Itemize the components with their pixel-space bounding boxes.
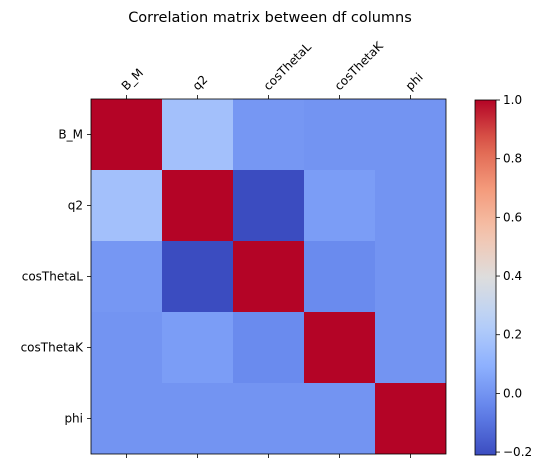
colorbar-tick-label: 0.0 bbox=[503, 386, 522, 400]
y-tick-label: cosThetaL bbox=[22, 270, 84, 284]
colorbar-tick-label: 1.0 bbox=[503, 93, 522, 107]
x-tick-label: B_M bbox=[119, 66, 146, 93]
heatmap-cell bbox=[91, 241, 162, 312]
y-tick-label: q2 bbox=[68, 199, 83, 213]
colorbar-tick-label: 0.4 bbox=[503, 269, 522, 283]
heatmap-cell bbox=[304, 99, 375, 170]
heatmap-cell bbox=[304, 241, 375, 312]
colorbar bbox=[475, 100, 496, 455]
heatmap-cell bbox=[304, 312, 375, 383]
heatmap-cell bbox=[91, 312, 162, 383]
colorbar-frame bbox=[474, 99, 497, 456]
colorbar-axis: −0.2 0.0 0.2 0.4 0.6 0.8 1.0 bbox=[496, 93, 532, 459]
heatmap-cell bbox=[91, 99, 162, 170]
colorbar-tick-label: 0.8 bbox=[503, 152, 522, 166]
heatmap-cell bbox=[162, 170, 233, 241]
heatmap-cell bbox=[233, 383, 304, 454]
heatmap-cell bbox=[162, 312, 233, 383]
heatmap-cell bbox=[304, 170, 375, 241]
chart-title: Correlation matrix between df columns bbox=[128, 10, 412, 26]
x-tick-label: cosThetaL bbox=[261, 40, 314, 93]
heatmap-cell bbox=[162, 383, 233, 454]
heatmap-cell bbox=[162, 99, 233, 170]
heatmap-cell bbox=[233, 170, 304, 241]
heatmap-cell bbox=[233, 312, 304, 383]
heatmap-cell bbox=[375, 383, 446, 454]
heatmap-cell bbox=[233, 241, 304, 312]
colorbar-tick-label: 0.6 bbox=[503, 210, 522, 224]
y-tick-label: phi bbox=[64, 412, 83, 426]
heatmap-cell bbox=[91, 170, 162, 241]
x-tick-label: q2 bbox=[190, 72, 211, 93]
heatmap-cell bbox=[233, 99, 304, 170]
heatmap-cell bbox=[304, 383, 375, 454]
colorbar-tick-label: −0.2 bbox=[503, 445, 532, 459]
heatmap-cell bbox=[375, 99, 446, 170]
heatmap-cell bbox=[162, 241, 233, 312]
y-tick-label: B_M bbox=[58, 128, 83, 142]
heatmap-cells bbox=[91, 99, 446, 454]
heatmap-cell bbox=[375, 170, 446, 241]
x-tick-label: cosThetaK bbox=[332, 38, 387, 93]
y-axis: B_M q2 cosThetaL cosThetaK phi bbox=[21, 128, 91, 426]
heatmap-cell bbox=[375, 312, 446, 383]
heatmap-cell bbox=[375, 241, 446, 312]
y-tick-label: cosThetaK bbox=[21, 341, 85, 355]
x-tick-label: phi bbox=[403, 70, 426, 93]
heatmap-cell bbox=[91, 383, 162, 454]
colorbar-tick-label: 0.2 bbox=[503, 328, 522, 342]
